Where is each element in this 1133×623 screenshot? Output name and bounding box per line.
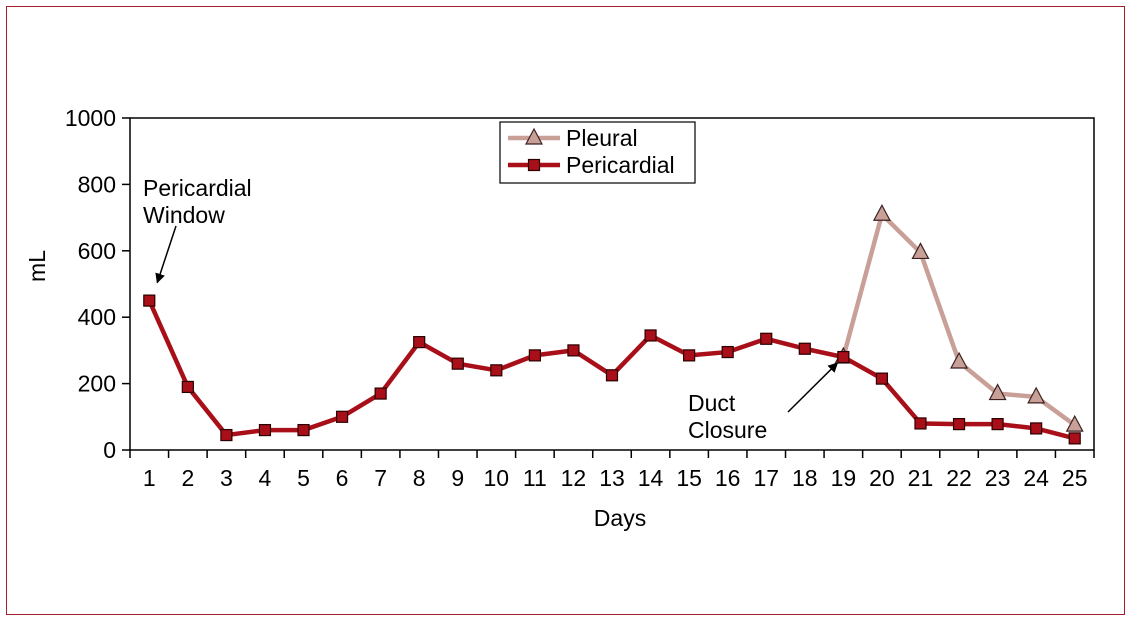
data-point-pericardial [143, 294, 156, 307]
data-point-pericardial [644, 329, 657, 342]
data-point-pericardial [335, 410, 349, 423]
x-tick-label: 6 [336, 465, 349, 491]
data-point-pericardial [914, 417, 927, 430]
y-axis-label: mL [24, 250, 50, 282]
data-point-pleural [1065, 414, 1084, 432]
data-point-pericardial [760, 332, 773, 345]
x-tick-label: 13 [599, 465, 625, 491]
x-tick-label: 12 [561, 465, 587, 491]
x-tick-label: 4 [259, 465, 272, 491]
data-point-pericardial [374, 387, 387, 400]
data-point-pericardial [1030, 422, 1043, 435]
data-point-pericardial [490, 364, 503, 377]
y-tick-label: 200 [78, 371, 116, 397]
x-tick-label: 19 [831, 465, 857, 491]
chart-frame [6, 6, 1125, 615]
x-tick-label: 2 [181, 465, 194, 491]
x-axis-label: Days [594, 505, 646, 531]
y-tick-label: 800 [78, 171, 116, 197]
data-point-pericardial [413, 336, 426, 349]
data-point-pericardial [798, 342, 811, 355]
x-tick-label: 23 [985, 465, 1011, 491]
data-point-pleural [950, 351, 969, 369]
x-tick-label: 11 [523, 465, 547, 491]
data-point-pericardial [451, 357, 464, 370]
x-tick-label: 15 [676, 465, 702, 491]
x-tick-label: 7 [374, 465, 387, 491]
annotation-duct-closure: Closure [688, 417, 767, 443]
x-tick-label: 18 [792, 465, 818, 491]
x-tick-label: 16 [715, 465, 741, 491]
data-point-pleural [872, 204, 891, 221]
y-tick-label: 1000 [65, 105, 116, 131]
data-point-pericardial [952, 418, 966, 431]
series-pleural [834, 204, 1084, 432]
data-point-pericardial [837, 350, 850, 364]
arrow-duct-closure [787, 362, 839, 413]
data-point-pericardial [875, 372, 889, 385]
x-tick-label: 8 [413, 465, 426, 491]
y-tick-label: 400 [78, 304, 116, 330]
x-tick-label: 1 [143, 465, 156, 491]
data-point-pericardial [605, 369, 619, 382]
arrow-pericardial-window [155, 225, 177, 284]
x-tick-label: 17 [753, 465, 779, 491]
x-tick-label: 24 [1023, 465, 1049, 491]
data-point-pleural [1027, 386, 1046, 404]
x-tick-label: 5 [297, 465, 310, 491]
data-point-pericardial [567, 344, 580, 357]
data-point-pericardial [721, 345, 734, 359]
x-tick-label: 21 [908, 465, 934, 491]
data-point-pericardial [181, 380, 194, 394]
x-tick-label: 20 [869, 465, 895, 491]
data-point-pericardial [683, 349, 696, 362]
legend-label-pericardial: Pericardial [566, 152, 675, 178]
plot-area [129, 117, 1095, 451]
x-tick-label: 3 [220, 465, 233, 491]
data-point-pericardial [527, 158, 541, 172]
data-point-pleural [911, 242, 930, 260]
annotation-duct-closure: Duct [688, 390, 736, 416]
annotation-pericardial-window: Pericardial [143, 175, 252, 201]
series-pericardial [143, 294, 1081, 445]
x-tick-label: 22 [946, 465, 972, 491]
series-line-pleural [841, 212, 1077, 427]
x-tick-label: 25 [1062, 465, 1088, 491]
legend-label-pleural: Pleural [566, 125, 638, 151]
data-point-pericardial [991, 418, 1004, 431]
data-point-pericardial [297, 423, 310, 437]
data-point-pleural [988, 383, 1007, 401]
annotation-pericardial-window: Window [143, 202, 225, 228]
x-axis: 1 2 3 4 5 6 7 8 9 10 11 12 13 14 15 16 17 18 19 20 21 22 23 24 2… [129, 450, 1095, 491]
x-tick-label: 10 [484, 465, 510, 491]
y-tick-label: 0 [103, 437, 116, 463]
data-point-pericardial [258, 423, 272, 437]
x-tick-label: 14 [638, 465, 664, 491]
series-layer [143, 204, 1084, 445]
data-point-pericardial [220, 428, 233, 442]
y-tick-label: 600 [78, 238, 116, 264]
y-axis: 0 200 400 600 800 1000 [65, 105, 130, 463]
x-tick-label: 9 [451, 465, 464, 491]
data-point-pleural [525, 127, 543, 145]
data-point-pericardial [528, 349, 541, 362]
data-point-pericardial [1068, 432, 1081, 445]
